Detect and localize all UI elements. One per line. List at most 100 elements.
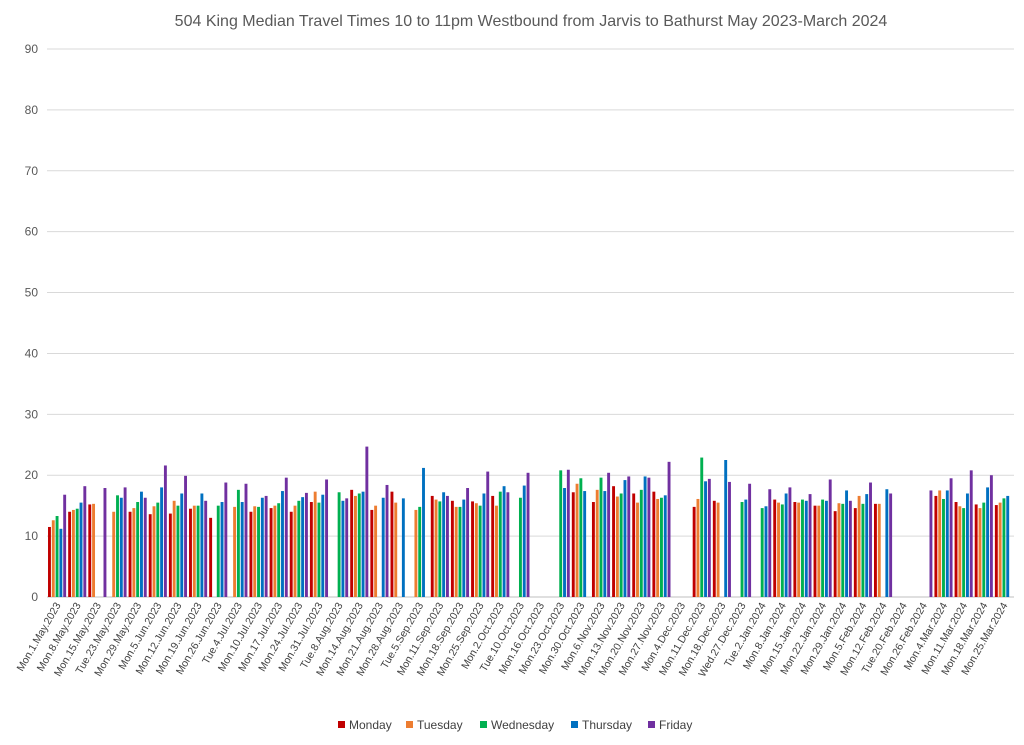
- bar-monday: [793, 502, 797, 597]
- bar-thursday: [724, 460, 728, 597]
- y-tick-label: 80: [25, 103, 39, 117]
- bar-wednesday: [942, 498, 945, 597]
- bar-wednesday: [478, 505, 482, 597]
- bar-thursday: [804, 500, 808, 597]
- bar-monday: [994, 505, 998, 597]
- bar-friday: [647, 477, 651, 597]
- y-tick-label: 0: [31, 590, 38, 604]
- bar-wednesday: [277, 503, 281, 597]
- legend-swatch-friday: [648, 721, 655, 728]
- bar-friday: [707, 478, 711, 597]
- bar-thursday: [502, 486, 506, 597]
- bar-friday: [304, 492, 308, 597]
- bar-monday: [833, 511, 837, 597]
- bar-wednesday: [579, 478, 583, 597]
- bar-wednesday: [257, 506, 260, 597]
- bar-tuesday: [192, 505, 196, 597]
- bar-thursday: [603, 491, 607, 597]
- legend: Monday Tuesday Wednesday Thursday Friday: [338, 718, 692, 732]
- bar-thursday: [462, 499, 466, 597]
- bar-monday: [934, 495, 938, 597]
- bar-tuesday: [575, 483, 579, 597]
- bar-wednesday: [518, 497, 522, 597]
- bar-thursday: [260, 497, 264, 597]
- bar-wednesday: [75, 508, 79, 597]
- bar-thursday: [422, 467, 425, 597]
- bar-monday: [209, 517, 213, 597]
- bar-tuesday: [273, 505, 277, 597]
- bar-friday: [728, 481, 731, 597]
- bar-thursday: [281, 491, 284, 597]
- bar-monday: [491, 495, 495, 597]
- y-tick-label: 10: [25, 529, 39, 543]
- bar-tuesday: [132, 508, 136, 597]
- legend-label-tuesday: Tuesday: [417, 718, 463, 732]
- bar-wednesday: [357, 493, 361, 597]
- bar-wednesday: [196, 505, 200, 597]
- legend-label-friday: Friday: [659, 718, 692, 732]
- bar-tuesday: [857, 495, 861, 597]
- legend-swatch-monday: [338, 721, 345, 728]
- y-axis-ticks: 0 10 20 30 40 50 60 70 80 90: [25, 42, 39, 604]
- bar-wednesday: [1002, 498, 1006, 597]
- bar-friday: [506, 492, 510, 597]
- bar-thursday: [643, 476, 647, 597]
- bar-thursday: [784, 493, 788, 597]
- bar-tuesday: [716, 502, 720, 597]
- bar-monday: [370, 509, 374, 597]
- bar-monday: [289, 511, 293, 597]
- y-tick-label: 70: [25, 164, 39, 178]
- bar-monday: [692, 506, 696, 597]
- gridlines: [47, 48, 1014, 598]
- bar-wednesday: [639, 489, 643, 597]
- bar-thursday: [824, 500, 828, 597]
- bar-thursday: [200, 493, 204, 597]
- bar-wednesday: [760, 508, 764, 597]
- bar-friday: [949, 478, 953, 597]
- bar-wednesday: [55, 516, 59, 597]
- bar-tuesday: [595, 489, 599, 597]
- legend-swatch-tuesday: [406, 721, 413, 728]
- bar-monday: [48, 526, 51, 597]
- bar-monday: [471, 501, 474, 597]
- bar-friday: [204, 500, 208, 597]
- bar-tuesday: [454, 506, 458, 597]
- bar-monday: [450, 500, 454, 597]
- bar-friday: [929, 490, 933, 597]
- bar-monday: [148, 514, 152, 597]
- bar-thursday: [59, 528, 63, 597]
- bar-thursday: [180, 493, 184, 597]
- bar-friday: [385, 484, 389, 597]
- legend-label-thursday: Thursday: [582, 718, 632, 732]
- bar-thursday: [744, 499, 748, 597]
- y-tick-label: 40: [25, 346, 39, 360]
- bar-wednesday: [418, 506, 422, 597]
- bar-friday: [627, 476, 631, 597]
- bar-tuesday: [958, 506, 962, 597]
- bar-tuesday: [474, 503, 478, 597]
- bar-thursday: [401, 498, 405, 597]
- bar-tuesday: [777, 502, 780, 597]
- bar-tuesday: [837, 503, 841, 597]
- bar-friday: [808, 494, 812, 597]
- bar-tuesday: [495, 505, 498, 597]
- y-tick-label: 30: [25, 407, 39, 421]
- bar-thursday: [583, 491, 587, 597]
- bar-thursday: [965, 493, 969, 597]
- bar-wednesday: [841, 503, 845, 597]
- bar-friday: [989, 475, 993, 597]
- bar-monday: [571, 492, 575, 597]
- chart-title: 504 King Median Travel Times 10 to 11pm …: [175, 13, 888, 30]
- bar-wednesday: [619, 493, 623, 597]
- bar-tuesday: [112, 511, 116, 597]
- bar-tuesday: [71, 509, 75, 597]
- bar-thursday: [482, 493, 486, 597]
- bar-monday: [430, 495, 434, 597]
- bar-monday: [128, 511, 132, 597]
- bar-friday: [969, 470, 973, 597]
- bar-monday: [874, 503, 877, 597]
- legend-label-wednesday: Wednesday: [491, 718, 554, 732]
- bar-wednesday: [660, 497, 663, 597]
- bar-tuesday: [656, 498, 660, 597]
- bar-tuesday: [92, 503, 96, 597]
